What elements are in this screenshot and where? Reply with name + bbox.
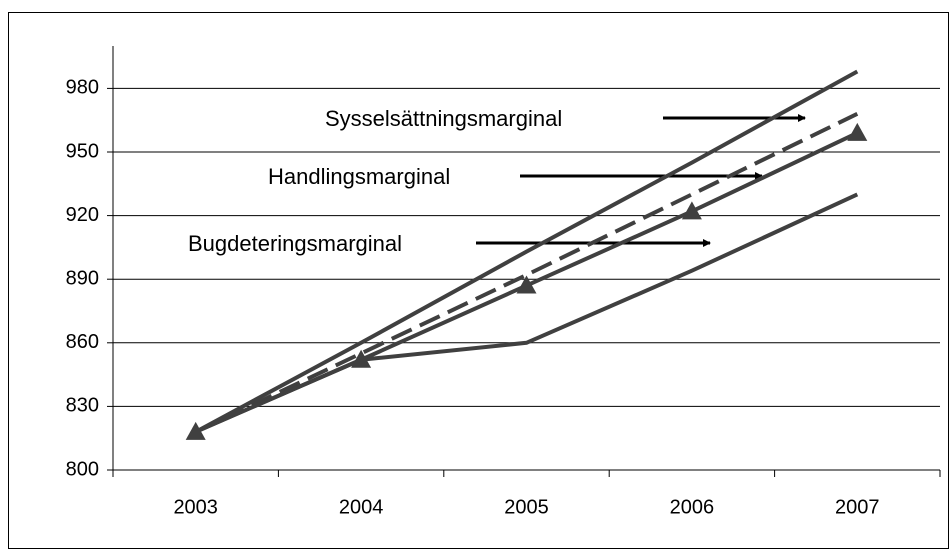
marker bbox=[681, 201, 702, 220]
series-line bbox=[194, 69, 859, 434]
chart-frame bbox=[8, 12, 949, 549]
x-tick-label: 2007 bbox=[835, 496, 880, 518]
annotation: Sysselsättningsmarginal bbox=[325, 106, 562, 131]
annotation: Handlingsmarginal bbox=[268, 164, 450, 189]
y-tick-label: 800 bbox=[66, 458, 99, 480]
y-tick-label: 890 bbox=[66, 267, 99, 289]
y-tick-label: 980 bbox=[66, 77, 99, 99]
x-tick-label: 2005 bbox=[504, 496, 549, 518]
y-tick-label: 920 bbox=[66, 204, 99, 226]
annotation: Bugdeteringsmarginal bbox=[188, 231, 402, 256]
y-tick-label: 950 bbox=[66, 140, 99, 162]
y-tick-label: 860 bbox=[66, 331, 99, 353]
y-tick-label: 830 bbox=[66, 395, 99, 417]
x-tick-label: 2004 bbox=[339, 496, 384, 518]
marker bbox=[847, 122, 868, 141]
x-tick-label: 2003 bbox=[173, 496, 218, 518]
marker bbox=[516, 275, 537, 294]
series-line bbox=[194, 192, 859, 434]
x-tick-label: 2006 bbox=[670, 496, 715, 518]
